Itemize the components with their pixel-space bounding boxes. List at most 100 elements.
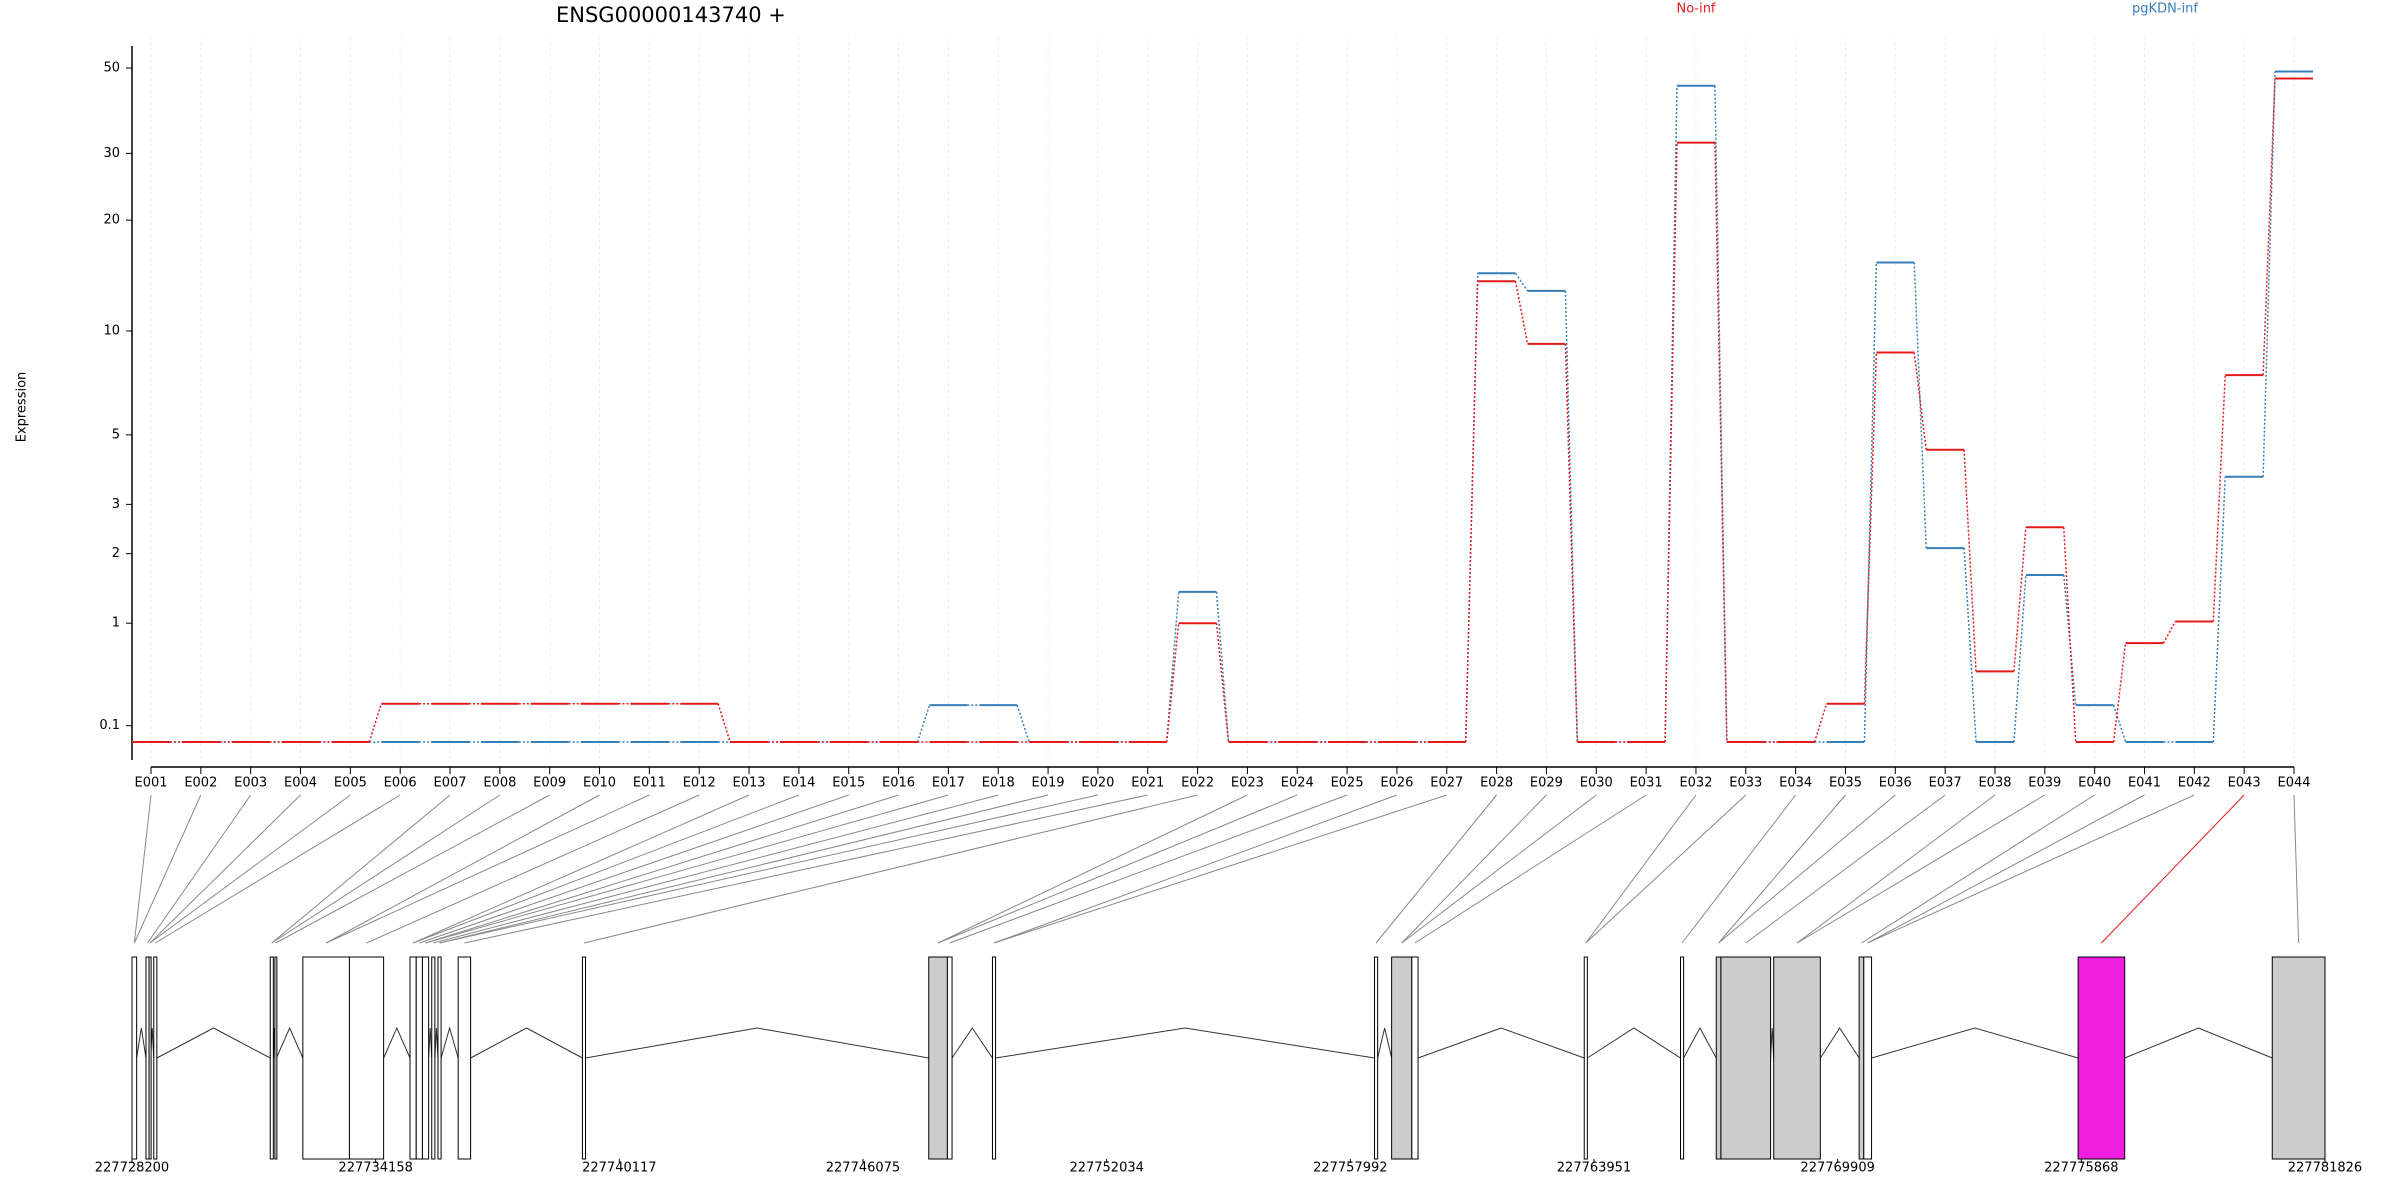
- exon: [421, 956, 430, 1160]
- exon: [991, 956, 997, 1160]
- intron: [1587, 1027, 1681, 1059]
- x-tick-label: E002: [184, 776, 217, 791]
- exon-connector: [439, 794, 1099, 944]
- intron: [440, 1026, 459, 1059]
- intron: [275, 1026, 304, 1059]
- exon-connector: [937, 794, 1298, 944]
- x-tick-label: E018: [982, 776, 1015, 791]
- exon: [1773, 956, 1821, 1160]
- step-connector: [1963, 449, 1977, 672]
- intron: [1417, 1027, 1585, 1059]
- intron: [995, 1027, 1375, 1059]
- x-tick-label: E026: [1380, 776, 1413, 791]
- x-tick-label: E013: [733, 776, 766, 791]
- exon: [1583, 956, 1588, 1160]
- step-connector: [1813, 703, 1828, 743]
- x-tick-label: E021: [1131, 776, 1164, 791]
- exon-connector: [425, 794, 949, 944]
- exon-connector: [419, 794, 849, 944]
- genome-tick-label: 227775868: [2044, 1161, 2118, 1176]
- x-tick-label: E042: [2178, 776, 2211, 791]
- exon-connector: [2101, 794, 2245, 944]
- exon-connector: [439, 794, 1049, 944]
- exon-connector: [325, 794, 650, 944]
- step-connector: [1863, 352, 1878, 704]
- exon: [457, 956, 472, 1160]
- genome-tick-label: 227746075: [826, 1161, 900, 1176]
- x-tick-label: E032: [1679, 776, 1712, 791]
- exon-connector: [949, 794, 1348, 944]
- exon-connector: [1375, 794, 1497, 944]
- exon-connector: [1867, 794, 2195, 944]
- exon-connector: [1867, 794, 2145, 944]
- exon: [1374, 956, 1379, 1160]
- intron: [1819, 1027, 1860, 1059]
- exon: [1863, 956, 1873, 1160]
- genome-tick-label: 227734158: [338, 1161, 412, 1176]
- x-tick-label: E040: [2078, 776, 2111, 791]
- x-tick-label: E044: [2277, 776, 2310, 791]
- x-tick-label: E034: [1779, 776, 1812, 791]
- exon-connector: [1681, 794, 1797, 944]
- x-tick-label: E029: [1530, 776, 1563, 791]
- step-connector: [2262, 78, 2276, 376]
- x-tick-label: E027: [1430, 776, 1463, 791]
- exon-connector: [433, 794, 999, 944]
- exon-connector: [271, 794, 501, 944]
- step-connector: [1913, 352, 1927, 450]
- intron: [428, 1027, 433, 1059]
- exon-connector: [1718, 794, 1846, 944]
- step-connector: [2063, 527, 2077, 743]
- step-connector: [1963, 548, 1977, 743]
- step-connector: [1215, 623, 1230, 743]
- exon: [269, 956, 274, 1160]
- x-tick-label: E012: [683, 776, 716, 791]
- x-tick-label: E036: [1879, 776, 1912, 791]
- step-connector: [2112, 643, 2127, 743]
- x-tick-label: E037: [1929, 776, 1962, 791]
- step-connector: [2262, 71, 2276, 477]
- x-tick-label: E016: [882, 776, 915, 791]
- exon-connector: [2293, 794, 2300, 944]
- genome-tick-label: 227728200: [95, 1161, 169, 1176]
- step-connector: [1514, 272, 1529, 292]
- intron: [434, 1027, 439, 1059]
- step-connector: [1464, 273, 1479, 743]
- exon-connector: [1718, 794, 1896, 944]
- x-tick-label: E028: [1480, 776, 1513, 791]
- exon: [2077, 956, 2126, 1160]
- step-connector: [1564, 290, 1579, 743]
- y-tick-label: 5: [112, 427, 120, 442]
- exon: [409, 956, 417, 1160]
- y-tick-label: 2: [112, 546, 120, 561]
- step-connector: [2013, 527, 2027, 672]
- step-connector: [2212, 375, 2226, 622]
- exon: [415, 956, 423, 1160]
- genome-tick-label: 227752034: [1069, 1161, 1143, 1176]
- y-tick-label: 30: [103, 146, 120, 161]
- exon-connector: [1401, 794, 1597, 944]
- step-connector: [2162, 621, 2177, 644]
- exon-connector: [993, 794, 1447, 944]
- exon-connector: [1585, 794, 1747, 944]
- x-tick-label: E005: [334, 776, 367, 791]
- y-tick-label: 0.1: [99, 718, 120, 733]
- exon-connector: [1745, 794, 1946, 944]
- x-tick-label: E038: [1978, 776, 2011, 791]
- exon: [946, 956, 953, 1160]
- x-tick-label: E022: [1181, 776, 1214, 791]
- intron: [1377, 1027, 1393, 1059]
- intron: [2124, 1027, 2273, 1059]
- exon: [1391, 956, 1413, 1160]
- y-tick-label: 10: [103, 323, 120, 338]
- exon: [1411, 956, 1419, 1160]
- exon: [274, 956, 278, 1160]
- y-tick-label: 20: [103, 213, 120, 228]
- x-tick-label: E009: [533, 776, 566, 791]
- x-tick-label: E014: [782, 776, 815, 791]
- step-connector: [916, 704, 931, 743]
- x-tick-label: E020: [1081, 776, 1114, 791]
- x-tick-label: E024: [1281, 776, 1314, 791]
- genome-tick-label: 227781826: [2288, 1161, 2362, 1176]
